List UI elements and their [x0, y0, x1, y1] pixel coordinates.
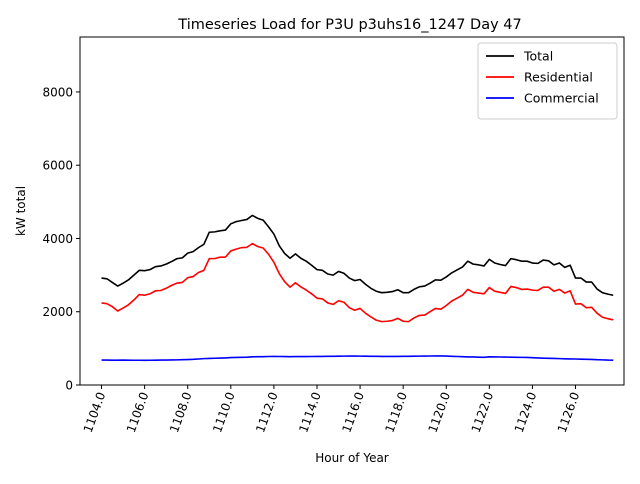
- y-axis: 0 2000 4000 6000 8000: [42, 85, 80, 393]
- legend-box: [477, 42, 618, 120]
- chart-title: Timeseries Load for P3U p3uhs16_1247 Day…: [177, 17, 521, 33]
- plot-area: [79, 36, 625, 386]
- series-layer: [101, 214, 614, 362]
- y-axis-label: kW total: [14, 186, 28, 236]
- y-tick-label: 2000: [42, 305, 73, 319]
- x-axis-label: Hour of Year: [315, 451, 389, 465]
- legend-label-commercial: Commercial: [524, 91, 599, 106]
- y-tick-label: 8000: [42, 85, 73, 99]
- y-tick-label: 4000: [42, 232, 73, 246]
- series-line-total: [101, 214, 614, 297]
- series-line-commercial: [101, 355, 614, 362]
- series-line-residential: [101, 242, 614, 323]
- legend-label-total: Total: [523, 49, 553, 64]
- plot-frame: [79, 36, 625, 386]
- legend: Total Residential Commercial: [477, 42, 618, 120]
- y-tick-label: 6000: [42, 159, 73, 173]
- legend-label-residential: Residential: [524, 70, 593, 85]
- y-tick-label: 0: [65, 379, 73, 393]
